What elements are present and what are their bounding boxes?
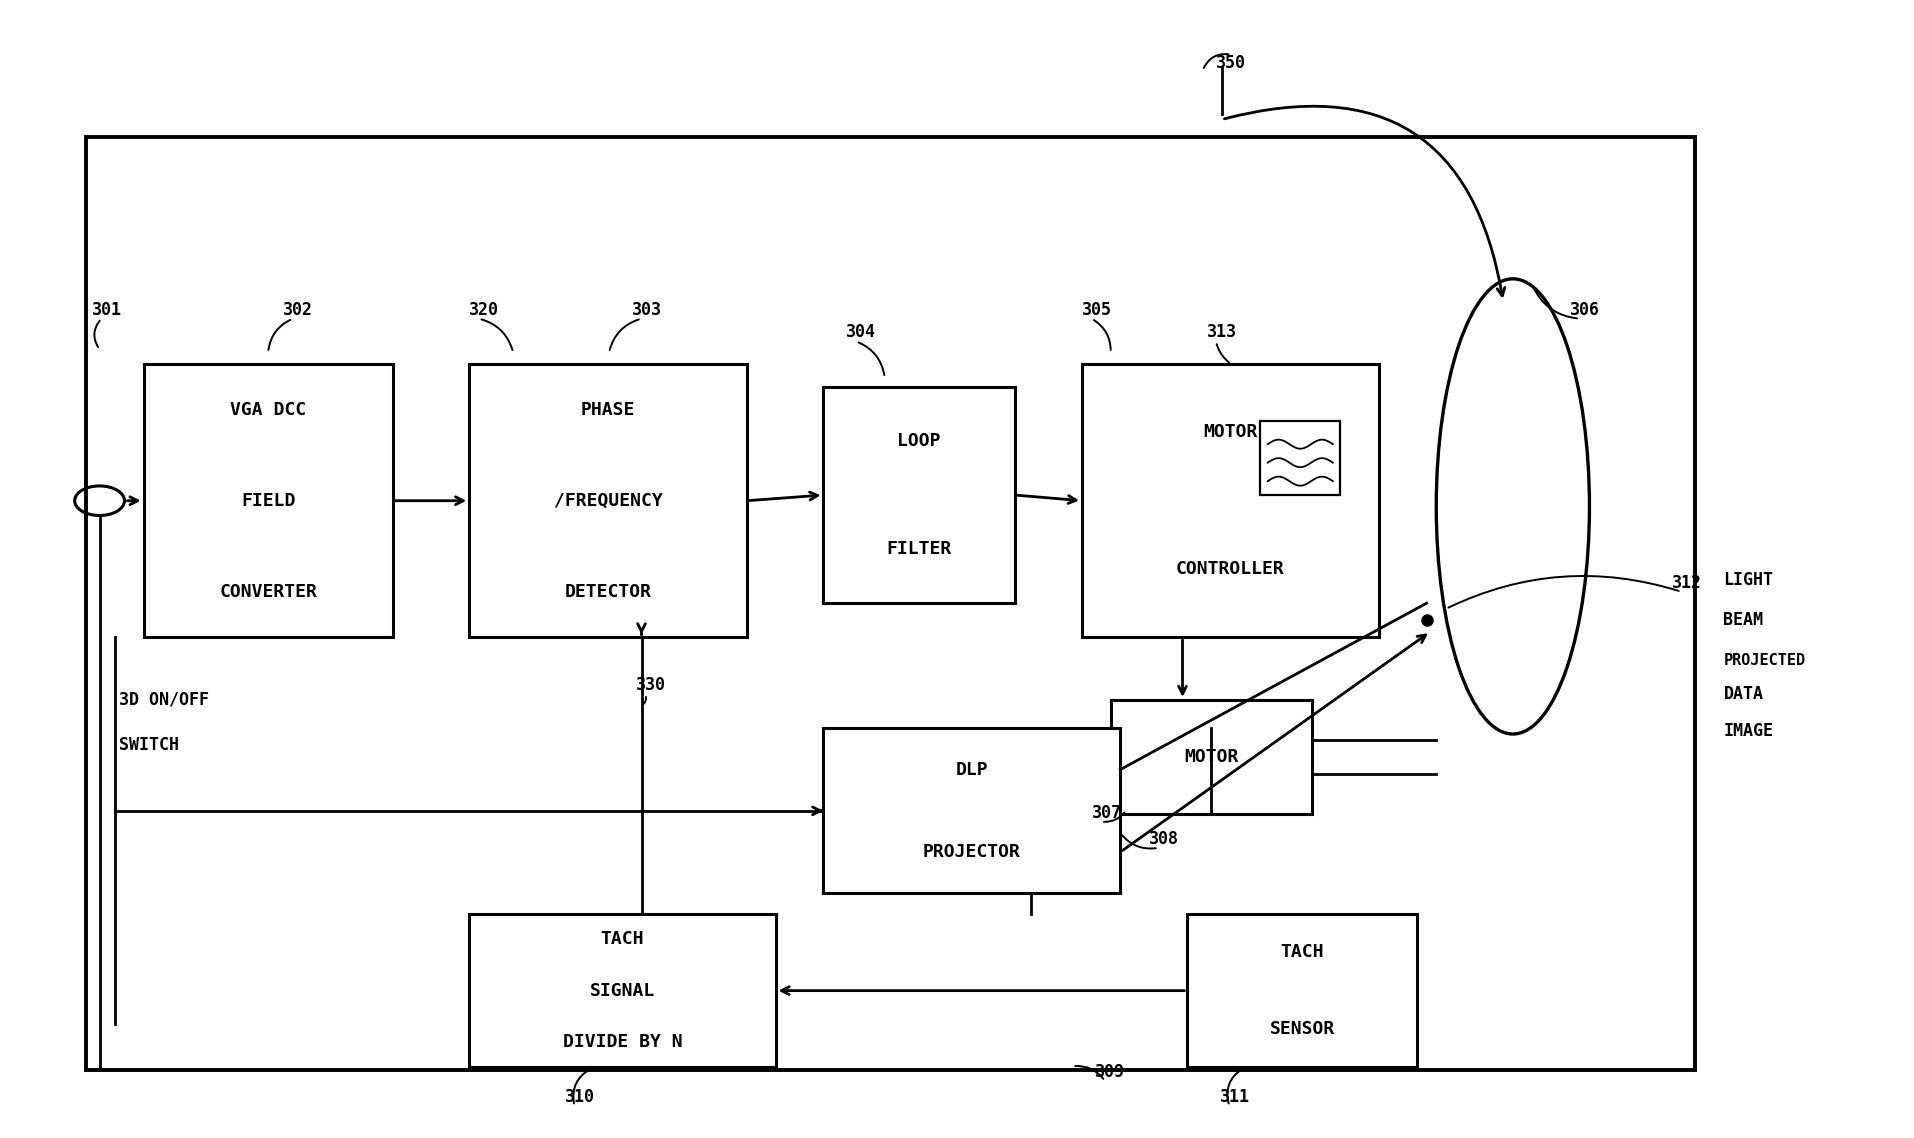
Text: BEAM: BEAM bbox=[1723, 611, 1763, 629]
Text: 308: 308 bbox=[1148, 830, 1179, 848]
Text: TACH: TACH bbox=[1280, 943, 1323, 962]
Text: LIGHT: LIGHT bbox=[1723, 571, 1772, 589]
Text: 312: 312 bbox=[1671, 574, 1702, 592]
Text: 302: 302 bbox=[283, 300, 314, 319]
FancyBboxPatch shape bbox=[144, 364, 392, 637]
Text: 303: 303 bbox=[632, 300, 662, 319]
FancyBboxPatch shape bbox=[1110, 700, 1311, 814]
Text: 320: 320 bbox=[469, 300, 500, 319]
Text: 309: 309 bbox=[1095, 1063, 1125, 1081]
Text: DIVIDE BY N: DIVIDE BY N bbox=[563, 1033, 681, 1050]
FancyArrowPatch shape bbox=[1223, 106, 1504, 296]
Text: MOTOR: MOTOR bbox=[1202, 423, 1257, 442]
Text: VGA DCC: VGA DCC bbox=[230, 401, 306, 419]
Text: FILTER: FILTER bbox=[886, 541, 951, 558]
Text: CONTROLLER: CONTROLLER bbox=[1175, 560, 1284, 578]
Text: 3D ON/OFF: 3D ON/OFF bbox=[119, 691, 209, 709]
Text: PHASE: PHASE bbox=[580, 401, 635, 419]
Text: CONVERTER: CONVERTER bbox=[218, 583, 318, 601]
Text: PROJECTOR: PROJECTOR bbox=[923, 843, 1020, 861]
Text: SENSOR: SENSOR bbox=[1269, 1020, 1334, 1038]
Text: DLP: DLP bbox=[955, 760, 988, 778]
FancyBboxPatch shape bbox=[1081, 364, 1378, 637]
FancyBboxPatch shape bbox=[1259, 421, 1340, 495]
FancyBboxPatch shape bbox=[469, 914, 775, 1067]
Text: 306: 306 bbox=[1569, 300, 1600, 319]
Text: 304: 304 bbox=[846, 323, 877, 341]
Text: 350: 350 bbox=[1215, 53, 1246, 72]
Text: DATA: DATA bbox=[1723, 685, 1763, 703]
FancyBboxPatch shape bbox=[86, 137, 1694, 1070]
FancyBboxPatch shape bbox=[823, 728, 1120, 893]
Text: 310: 310 bbox=[565, 1088, 595, 1106]
FancyBboxPatch shape bbox=[823, 387, 1014, 603]
Text: 330: 330 bbox=[635, 676, 666, 694]
FancyBboxPatch shape bbox=[1187, 914, 1416, 1067]
Text: DETECTOR: DETECTOR bbox=[565, 583, 651, 601]
Text: 305: 305 bbox=[1081, 300, 1112, 319]
Text: 307: 307 bbox=[1091, 803, 1122, 822]
Text: /FREQUENCY: /FREQUENCY bbox=[553, 492, 662, 510]
Text: FIELD: FIELD bbox=[241, 492, 295, 510]
Text: LOOP: LOOP bbox=[898, 432, 940, 450]
Text: 311: 311 bbox=[1219, 1088, 1250, 1106]
Text: TACH: TACH bbox=[601, 931, 643, 948]
Text: SWITCH: SWITCH bbox=[119, 736, 178, 754]
Text: MOTOR: MOTOR bbox=[1183, 748, 1238, 766]
Ellipse shape bbox=[1436, 279, 1589, 734]
Text: PROJECTED: PROJECTED bbox=[1723, 652, 1805, 668]
Text: 313: 313 bbox=[1206, 323, 1236, 341]
Text: SIGNAL: SIGNAL bbox=[590, 982, 655, 999]
Text: 301: 301 bbox=[92, 300, 122, 319]
Text: IMAGE: IMAGE bbox=[1723, 721, 1772, 740]
FancyBboxPatch shape bbox=[469, 364, 746, 637]
